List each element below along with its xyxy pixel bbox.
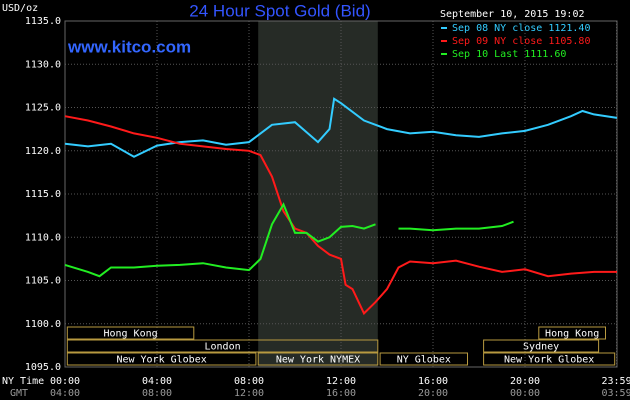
session-label: NY Globex <box>397 355 451 366</box>
site-label: www.kitco.com <box>67 37 191 56</box>
x-tick-label: 08:00 <box>234 376 264 387</box>
y-tick-label: 1130.0 <box>25 59 61 70</box>
chart-title: 24 Hour Spot Gold (Bid) <box>189 1 370 20</box>
plot-frame <box>64 20 618 368</box>
session-box <box>66 352 257 366</box>
x2-tick-label: 03:59 <box>601 388 630 399</box>
series-line <box>64 202 514 278</box>
x2-tick-label: 20:00 <box>418 388 448 399</box>
session-box <box>66 339 379 353</box>
session-box <box>483 352 616 366</box>
timestamp: September 10, 2015 19:02 <box>440 9 585 20</box>
session-label: Hong Kong <box>545 329 599 340</box>
x-tick-label: 20:00 <box>510 376 540 387</box>
x2-tick-label: 08:00 <box>142 388 172 399</box>
legend-label: Sep 09 NY close 1105.80 <box>452 36 590 47</box>
legend-label: Sep 10 Last 1111.60 <box>452 49 566 60</box>
series-line <box>64 97 618 158</box>
session-label: New York Globex <box>116 355 206 366</box>
x2-tick-label: 16:00 <box>326 388 356 399</box>
session-label: Sydney <box>523 342 559 353</box>
session-label: New York Globex <box>504 355 594 366</box>
x2-row-label: GMT <box>10 388 28 399</box>
legend-label: Sep 08 NY close 1121.40 <box>452 23 590 34</box>
y-tick-label: 1125.0 <box>25 103 61 114</box>
y-tick-label: 1100.0 <box>25 319 61 330</box>
x2-tick-label: 12:00 <box>234 388 264 399</box>
x-row-label: NY Time <box>2 376 44 387</box>
x-tick-label: 00:00 <box>50 376 80 387</box>
session-label: New York NYMEX <box>276 355 360 366</box>
y-tick-label: 1120.0 <box>25 146 61 157</box>
x2-tick-label: 04:00 <box>50 388 80 399</box>
x-tick-label: 23:59 <box>601 376 630 387</box>
session-box <box>379 352 469 366</box>
session-label: London <box>204 342 240 353</box>
y-unit: USD/oz <box>2 3 38 14</box>
session-box <box>257 352 379 366</box>
x-tick-label: 16:00 <box>418 376 448 387</box>
y-tick-label: 1105.0 <box>25 276 61 287</box>
series-line <box>64 115 617 316</box>
x-tick-label: 12:00 <box>326 376 356 387</box>
y-tick-label: 1135.0 <box>25 16 61 27</box>
session-label: Hong Kong <box>103 329 157 340</box>
y-tick-label: 1115.0 <box>25 189 61 200</box>
y-tick-label: 1095.0 <box>25 362 61 373</box>
x-tick-label: 04:00 <box>142 376 172 387</box>
session-box <box>538 326 606 340</box>
x2-tick-label: 00:00 <box>510 388 540 399</box>
y-tick-label: 1110.0 <box>25 232 61 243</box>
session-box <box>483 339 600 353</box>
session-box <box>66 326 195 340</box>
